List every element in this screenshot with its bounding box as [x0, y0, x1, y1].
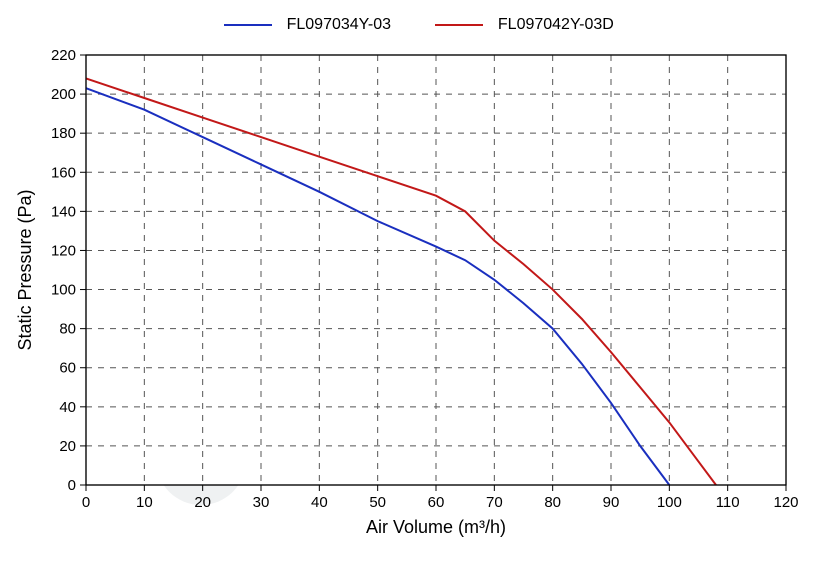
svg-text:110: 110	[716, 494, 740, 511]
svg-text:70: 70	[486, 494, 503, 511]
svg-text:40: 40	[311, 494, 328, 511]
legend-item-1: FL097042Y-03D	[435, 16, 613, 34]
svg-text:180: 180	[51, 125, 76, 142]
legend-line-1	[435, 24, 483, 26]
legend-line-0	[224, 24, 272, 26]
svg-text:160: 160	[51, 164, 76, 181]
svg-text:50: 50	[369, 494, 386, 511]
svg-text:100: 100	[657, 494, 682, 511]
y-axis-label: Static Pressure (Pa)	[15, 189, 35, 350]
svg-text:10: 10	[136, 494, 153, 511]
svg-text:90: 90	[603, 494, 620, 511]
svg-text:0: 0	[68, 477, 76, 494]
chart-container: FL097034Y-03 FL097042Y-03D VENTEL 0 10 20 3…	[0, 0, 838, 564]
svg-text:120: 120	[773, 494, 798, 511]
svg-text:80: 80	[59, 321, 76, 338]
plot-svg	[86, 55, 786, 485]
svg-text:200: 200	[51, 86, 76, 103]
svg-text:100: 100	[51, 282, 76, 299]
legend-label-1: FL097042Y-03D	[498, 16, 614, 33]
svg-text:140: 140	[51, 203, 76, 220]
svg-text:0: 0	[82, 494, 90, 511]
svg-text:20: 20	[194, 494, 211, 511]
x-axis-label: Air Volume (m³/h)	[366, 517, 506, 537]
plot-area: VENTEL	[86, 55, 786, 485]
svg-text:60: 60	[428, 494, 445, 511]
legend-item-0: FL097034Y-03	[224, 16, 391, 34]
svg-text:220: 220	[51, 47, 76, 64]
legend: FL097034Y-03 FL097042Y-03D	[0, 16, 838, 34]
svg-text:80: 80	[544, 494, 561, 511]
svg-text:30: 30	[253, 494, 270, 511]
svg-text:60: 60	[59, 360, 76, 377]
svg-text:120: 120	[51, 242, 76, 259]
svg-text:40: 40	[59, 399, 76, 416]
legend-label-0: FL097034Y-03	[287, 16, 391, 33]
svg-text:20: 20	[59, 438, 76, 455]
